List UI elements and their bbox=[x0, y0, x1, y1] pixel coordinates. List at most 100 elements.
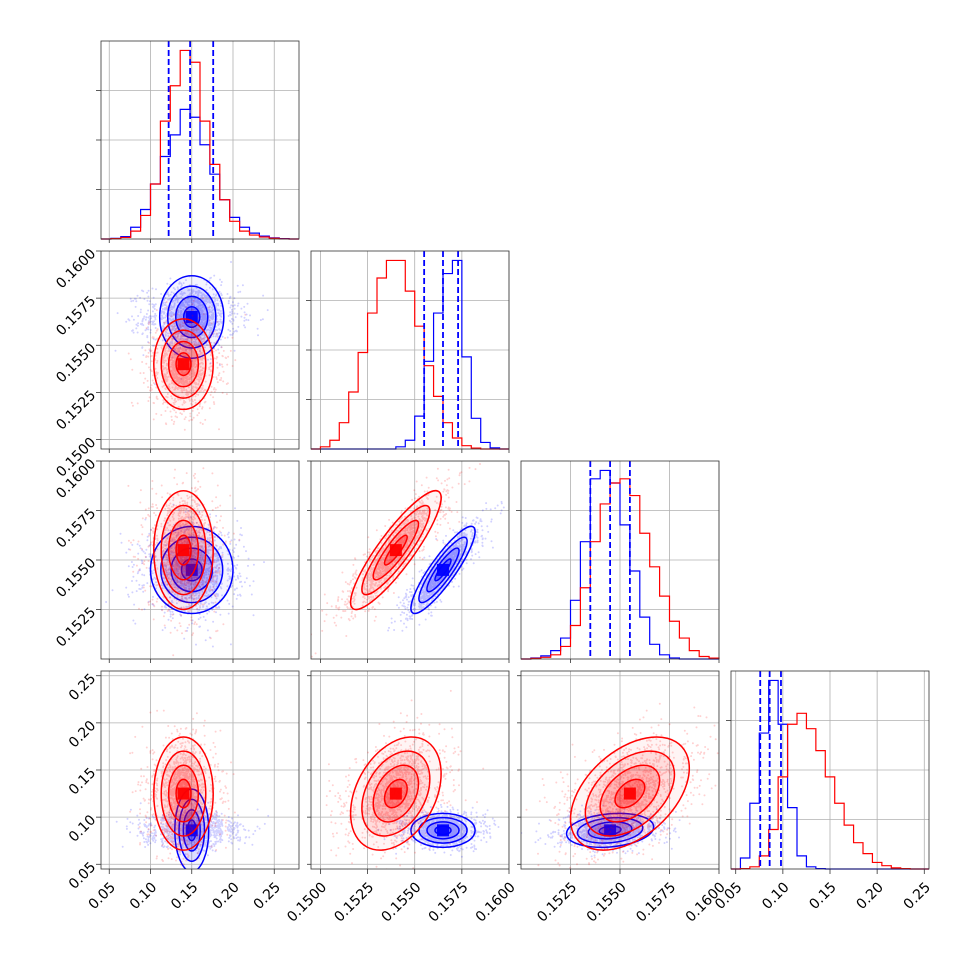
panel-content bbox=[101, 671, 299, 869]
blue-contour bbox=[182, 808, 201, 852]
panel-content bbox=[311, 671, 509, 869]
red-contour bbox=[383, 534, 408, 566]
scatter-panel-3-0 bbox=[100, 670, 300, 870]
blue-density-peak bbox=[185, 824, 198, 837]
panel-frame bbox=[100, 40, 300, 240]
x-tick-label: 0.20 bbox=[854, 879, 887, 912]
y-tick-label: 0.1525 bbox=[53, 604, 99, 650]
x-tick-label: 0.1550 bbox=[584, 879, 630, 925]
y-tick-label: 0.10 bbox=[66, 812, 99, 845]
blue-density-peak bbox=[185, 563, 198, 576]
blue-contour bbox=[426, 821, 460, 840]
red-contour bbox=[167, 764, 200, 823]
blue-density-peak bbox=[437, 563, 449, 576]
blue-contour bbox=[158, 275, 225, 359]
histogram-panel-1 bbox=[306, 250, 510, 450]
red-contour bbox=[383, 778, 408, 809]
blue-density-peak bbox=[604, 824, 617, 837]
blue-contour bbox=[174, 295, 209, 339]
red-density-peak bbox=[177, 544, 190, 557]
blue-contour bbox=[576, 816, 644, 844]
x-tick-label: 0.15 bbox=[806, 879, 839, 912]
histogram-panel-3 bbox=[726, 670, 930, 870]
x-tick-label: 0.1600 bbox=[473, 879, 519, 925]
red-contour bbox=[160, 750, 207, 837]
red-contour bbox=[372, 519, 420, 581]
red-contour bbox=[153, 318, 214, 411]
blue-contour bbox=[182, 305, 201, 329]
x-tick-label: 0.20 bbox=[209, 879, 242, 912]
blue-contour bbox=[166, 285, 217, 349]
red-contour bbox=[153, 736, 214, 851]
blue-contour bbox=[418, 536, 468, 604]
x-tick-label: 0.1575 bbox=[633, 879, 679, 925]
x-tick-label: 0.10 bbox=[759, 879, 792, 912]
x-tick-label: 0.25 bbox=[251, 879, 284, 912]
y-tick-label: 0.1550 bbox=[53, 555, 99, 601]
red-density-peak bbox=[389, 787, 402, 800]
blue-histogram bbox=[311, 259, 509, 450]
x-tick-label: 0.1525 bbox=[534, 879, 580, 925]
panel-frame bbox=[310, 250, 510, 450]
red-contour bbox=[372, 764, 420, 823]
y-tick-label: 0.25 bbox=[66, 671, 99, 704]
blue-contour bbox=[434, 558, 452, 582]
red-contour bbox=[599, 764, 661, 823]
red-density-peak bbox=[177, 358, 190, 371]
blue-contour bbox=[587, 821, 633, 840]
panel-content bbox=[101, 461, 299, 659]
red-histogram bbox=[101, 49, 299, 240]
blue-contour bbox=[565, 812, 655, 849]
blue-contour bbox=[178, 798, 206, 863]
blue-density-peak bbox=[437, 824, 449, 837]
blue-contour bbox=[186, 819, 197, 842]
y-tick-label: 0.05 bbox=[66, 859, 99, 892]
x-tick-label: 0.1550 bbox=[379, 879, 425, 925]
red-contour bbox=[160, 504, 207, 596]
histogram-panel-0 bbox=[96, 40, 300, 240]
panel-content bbox=[101, 251, 299, 449]
y-tick-label: 0.1575 bbox=[53, 293, 99, 339]
y-tick-label: 0.15 bbox=[66, 765, 99, 798]
blue-contour bbox=[410, 812, 476, 849]
panel-frame bbox=[100, 250, 300, 450]
y-tick-label: 0.1525 bbox=[53, 387, 99, 433]
y-tick-label: 0.1575 bbox=[53, 505, 99, 551]
blue-contour bbox=[434, 825, 452, 836]
red-contour bbox=[361, 750, 431, 837]
blue-contour bbox=[426, 547, 460, 593]
red-density-peak bbox=[177, 787, 190, 800]
scatter-panel-3-2 bbox=[520, 670, 720, 870]
red-contour bbox=[349, 736, 442, 851]
histogram-panel-2 bbox=[516, 460, 720, 660]
red-contour bbox=[175, 778, 192, 809]
red-contour bbox=[569, 736, 691, 851]
red-density-peak bbox=[623, 787, 636, 800]
scatter-panel-2-1 bbox=[310, 460, 510, 660]
blue-contour bbox=[410, 525, 476, 615]
red-contour bbox=[175, 352, 192, 377]
red-density-peak bbox=[389, 544, 402, 557]
blue-contour bbox=[160, 536, 224, 604]
red-contour bbox=[349, 489, 442, 611]
blue-contour bbox=[174, 788, 210, 869]
red-contour bbox=[584, 750, 676, 837]
y-tick-label: 0.20 bbox=[66, 718, 99, 751]
red-histogram bbox=[731, 712, 929, 870]
x-tick-label: 0.1500 bbox=[284, 879, 330, 925]
x-tick-label: 0.05 bbox=[86, 879, 119, 912]
blue-contour bbox=[180, 558, 203, 582]
panel-content bbox=[311, 461, 509, 659]
scatter-panel-3-1 bbox=[310, 670, 510, 870]
blue-contour bbox=[598, 825, 622, 836]
y-tick-label: 0.1600 bbox=[53, 246, 99, 292]
panel-content bbox=[521, 671, 719, 869]
red-contour bbox=[153, 489, 214, 611]
scatter-panel-2-0 bbox=[100, 460, 300, 660]
red-contour bbox=[167, 340, 200, 388]
blue-histogram bbox=[101, 108, 299, 240]
red-histogram bbox=[311, 259, 509, 450]
y-tick-label: 0.1550 bbox=[53, 340, 99, 386]
x-tick-label: 0.15 bbox=[168, 879, 201, 912]
